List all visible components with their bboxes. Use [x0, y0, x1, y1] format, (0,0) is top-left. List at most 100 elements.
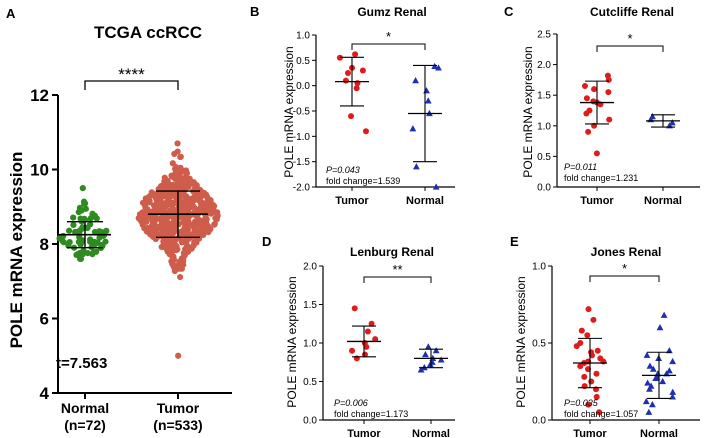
panel-c-ytick-label: 0.0	[537, 183, 551, 194]
panel-a-ytick-label: 6	[40, 310, 49, 329]
panel-d-normal-point	[432, 347, 440, 354]
panel-a-tumor-point	[173, 247, 180, 254]
panel-c-tumor-point	[593, 150, 600, 157]
panel-a-tumor-point	[162, 200, 169, 207]
panel-a-tumor-point	[211, 220, 218, 228]
panel-d-tumor-point	[363, 343, 370, 350]
panel-a-tumor-point	[182, 193, 190, 200]
panel-c-tumor-point	[583, 110, 590, 117]
panel-a-normal-point	[74, 250, 82, 258]
panel-e-tumor-point	[588, 349, 595, 356]
panel-b-normal-point	[423, 87, 430, 94]
panel-a-tumor-point	[175, 221, 182, 228]
panel-e-normal-point	[649, 401, 656, 408]
panel-c-significance-label: *	[627, 31, 632, 46]
panel-letter-e: E	[510, 234, 519, 249]
panel-d-normal-point	[422, 350, 429, 358]
panel-d-normal-point	[424, 343, 432, 350]
panel-a-ytick-label: 4	[40, 384, 50, 403]
panel-e: E Jones Renal POLE mRNA expression 0.00.…	[510, 234, 700, 438]
panel-a-normal-point	[86, 221, 94, 228]
panel-letter-a: A	[6, 6, 16, 21]
panel-a-normal-point	[81, 200, 89, 207]
panel-c-title: Cutcliffe Renal	[590, 5, 674, 19]
panel-c-ytick-label: 1.0	[537, 121, 551, 132]
panel-b-tumor-point	[342, 77, 349, 84]
panel-a-tumor-point	[172, 227, 179, 234]
panel-b-plot: -2.0 -1.5 -1.0 -0.5 0.0 0.5 1.0 Tumor Normal *	[293, 29, 455, 207]
panel-a-tumor-point	[156, 233, 163, 240]
panel-b-foldchange: fold change=1.539	[326, 176, 400, 186]
panel-b-ytick-label: 1.0	[296, 31, 310, 42]
panel-a-plot: 4 6 8 10 12 Normal(n=72) Tumor(n=533) ****	[30, 65, 232, 433]
panel-a-tumor-point	[188, 221, 195, 228]
panel-a-title: TCGA ccRCC	[94, 23, 202, 42]
panel-a-ytick-label: 10	[30, 161, 49, 180]
panel-a-xtick-label: Tumor	[157, 400, 200, 416]
panel-a-tumor-point	[193, 195, 200, 202]
panel-b-significance-label: *	[386, 29, 391, 44]
panel-a-normal-point	[70, 221, 77, 229]
panel-d-ytick-label: 0.0	[303, 416, 317, 427]
panel-d-significance-bracket	[363, 276, 432, 283]
panel-a-normal-point	[60, 239, 67, 246]
panel-a-tumor-point	[148, 223, 155, 230]
panel-d-ytick-label: 1.5	[303, 300, 317, 311]
panel-a-tumor-point	[199, 192, 206, 199]
panel-a-tumor-point	[175, 352, 182, 359]
panel-c-ytick-label: 2.5	[537, 30, 551, 41]
panel-a-normal-point	[91, 228, 99, 236]
panel-e-tumor-point	[578, 327, 585, 334]
panel-d-tumor-point	[349, 347, 356, 354]
panel-a-tumor-point	[169, 219, 176, 227]
panel-a-tumor-point	[150, 208, 157, 215]
panel-e-xtick-label: Normal	[640, 428, 678, 438]
panel-a-tumor-point	[166, 181, 173, 188]
panel-c-foldchange: fold change=1.231	[564, 173, 638, 183]
panel-d-tumor-point	[372, 336, 379, 343]
panel-a-tumor-point	[205, 223, 212, 230]
panel-a-tumor-point	[183, 246, 190, 254]
panel-a-normal-point	[75, 238, 82, 246]
panel-a-tumor-point	[180, 254, 187, 261]
panel-e-tumor-point	[594, 347, 601, 354]
panel-a-normal-point	[76, 229, 83, 236]
panel-d-foldchange: fold change=1.173	[334, 409, 408, 419]
panel-c-ylabel: POLE mRNA expression	[521, 46, 535, 177]
panel-d-normal-point	[426, 360, 434, 368]
panel-a-significance-bracket	[84, 80, 179, 90]
panel-a-tumor-point	[174, 140, 181, 147]
panel-d-tumor-point	[351, 305, 358, 312]
panel-d-xtick-label: Normal	[412, 428, 450, 438]
panel-e-tumor-point	[593, 393, 600, 400]
panel-e-ytick-label: 1.0	[532, 262, 546, 273]
panel-a-tumor-point	[198, 199, 205, 206]
panel-e-normal-point	[656, 324, 664, 331]
panel-b-ylabel: POLE mRNA expression	[282, 46, 296, 177]
panel-a-normal-point	[102, 238, 109, 245]
panel-a-normal-point	[77, 255, 85, 262]
panel-c-tumor-point	[591, 86, 598, 93]
panel-b-tumor-point	[352, 51, 359, 58]
panel-e-normal-point	[646, 362, 654, 369]
panel-b-xtick-label: Tumor	[335, 195, 369, 207]
panel-d-significance-label: **	[392, 262, 402, 277]
panel-a-tumor-point	[144, 195, 151, 202]
panel-d-ytick-label: 0.5	[303, 377, 317, 388]
panel-letter-d: D	[262, 234, 271, 249]
panel-a-tumor-point	[169, 256, 176, 263]
panel-a-tumor-point	[159, 243, 166, 251]
panel-a-tumor-point	[183, 237, 190, 244]
panel-b-normal-point	[432, 183, 440, 190]
panel-a-tumor-point	[161, 174, 168, 181]
panel-c-pvalue: P=0.011	[564, 162, 597, 172]
panel-a-tumor-point	[190, 203, 197, 210]
panel-e-significance-label: *	[622, 261, 627, 276]
panel-b-normal-point	[412, 77, 419, 84]
panel-a-tumor-point	[176, 265, 183, 272]
panel-a-xtick-sublabel: (n=533)	[153, 417, 202, 433]
panel-e-tumor-point	[581, 383, 588, 390]
panel-e-normal-point	[643, 351, 651, 358]
panel-a-tumor-point	[182, 178, 189, 185]
